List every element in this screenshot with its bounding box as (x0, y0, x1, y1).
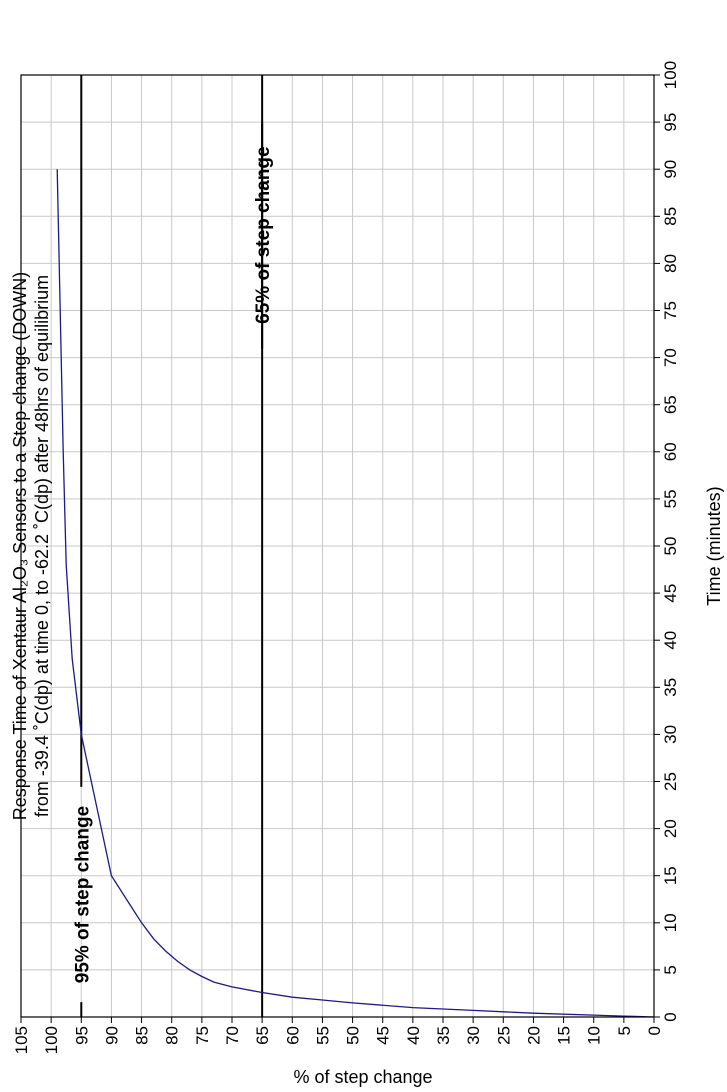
series-layer (56, 169, 655, 1018)
tick-label-percent: 40 (404, 1026, 423, 1045)
tick-label-time: 10 (661, 913, 680, 932)
tick-label-time: 15 (661, 866, 680, 885)
tick-label-percent: 95 (72, 1026, 91, 1045)
tick-label-percent: 70 (223, 1026, 242, 1045)
tick-label-percent: 50 (344, 1026, 363, 1045)
tick-label-percent: 65 (253, 1026, 272, 1045)
tick-label-time: 80 (661, 254, 680, 273)
tick-label-percent: 20 (524, 1026, 543, 1045)
chart-title-line2: from -39.4 ˚C(dp) at time 0, to -62.2 ˚C… (32, 275, 52, 817)
tick-layer: 0510152025303540455055606570758085909510… (12, 61, 680, 1055)
tick-label-percent: 100 (42, 1026, 61, 1054)
tick-label-percent: 55 (313, 1026, 332, 1045)
tick-label-percent: 60 (283, 1026, 302, 1045)
tick-label-time: 20 (661, 819, 680, 838)
tick-label-time: 40 (661, 631, 680, 650)
tick-label-percent: 30 (464, 1026, 483, 1045)
tick-label-percent: 10 (585, 1026, 604, 1045)
series-line (56, 169, 655, 1018)
tick-label-time: 45 (661, 584, 680, 603)
tick-label-percent: 15 (555, 1026, 574, 1045)
x-axis-title: % of step change (293, 1067, 432, 1087)
chart-title-line1: Response Time of Xentaur Al₂O₃ Sensors t… (10, 272, 30, 821)
tick-label-time: 5 (661, 965, 680, 974)
tick-label-time: 100 (661, 61, 680, 89)
tick-label-percent: 85 (133, 1026, 152, 1045)
reference-line-label: 65% of step change (253, 146, 274, 323)
tick-label-percent: 80 (163, 1026, 182, 1045)
tick-label-percent: 0 (645, 1026, 664, 1035)
tick-label-time: 65 (661, 395, 680, 414)
tick-label-percent: 35 (434, 1026, 453, 1045)
y-axis-title: Time (minutes) (704, 486, 724, 605)
tick-label-percent: 45 (374, 1026, 393, 1045)
tick-label-percent: 90 (102, 1026, 121, 1045)
tick-label-percent: 5 (615, 1026, 634, 1035)
tick-label-time: 70 (661, 348, 680, 367)
tick-label-time: 95 (661, 113, 680, 132)
tick-label-time: 30 (661, 725, 680, 744)
tick-label-time: 55 (661, 489, 680, 508)
reference-lines: 65% of step change 95% of step change (72, 75, 274, 1017)
tick-label-time: 50 (661, 537, 680, 556)
tick-label-time: 35 (661, 678, 680, 697)
tick-label-time: 60 (661, 442, 680, 461)
tick-label-time: 0 (661, 1012, 680, 1021)
tick-label-time: 25 (661, 772, 680, 791)
grid-layer (21, 74, 654, 1018)
tick-label-percent: 105 (12, 1026, 31, 1054)
tick-label-percent: 25 (494, 1026, 513, 1045)
tick-label-percent: 75 (193, 1026, 212, 1045)
tick-label-time: 85 (661, 207, 680, 226)
reference-line-label: 95% of step change (72, 806, 93, 983)
plot-root: 65% of step change 95% of step change 0 5 1… (10, 61, 724, 1055)
tick-label-time: 75 (661, 301, 680, 320)
tick-label-time: 90 (661, 160, 680, 179)
